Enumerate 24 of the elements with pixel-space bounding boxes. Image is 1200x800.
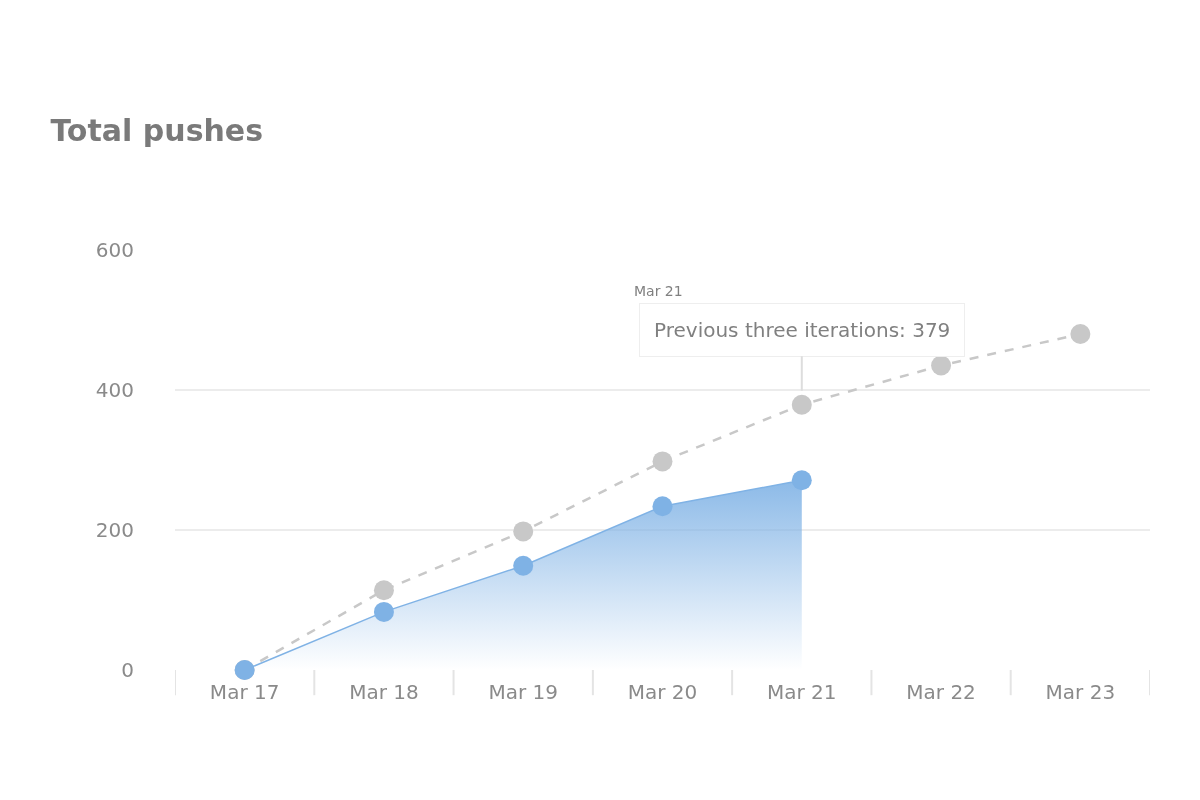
annotation: Previous three iterations: 379 — [654, 318, 951, 342]
annotation: Mar 21 — [634, 283, 683, 299]
point — [791, 470, 812, 491]
x-tick-label: Mar 20 — [627, 680, 698, 704]
point — [652, 451, 673, 472]
point — [373, 601, 394, 622]
x-tick-label: Mar 22 — [906, 680, 976, 704]
point — [1070, 324, 1091, 344]
y-tick-label: 400 — [95, 378, 134, 402]
point — [373, 580, 394, 601]
point — [513, 521, 534, 542]
x-tick-label: Mar 19 — [488, 680, 558, 704]
point — [652, 496, 673, 517]
x-tick-label: Mar 21 — [767, 680, 837, 704]
x-tick-label: Mar 18 — [349, 680, 419, 704]
y-tick-label: 600 — [95, 238, 134, 262]
point — [791, 394, 812, 415]
x-tick-label: Mar 23 — [1045, 680, 1116, 704]
x-tick-label: Mar 17 — [209, 680, 280, 704]
point — [513, 555, 534, 576]
y-tick-label: 200 — [95, 518, 134, 542]
chart-title: Total pushes — [50, 113, 264, 148]
point — [931, 355, 952, 376]
y-tick-label: 0 — [121, 658, 134, 682]
